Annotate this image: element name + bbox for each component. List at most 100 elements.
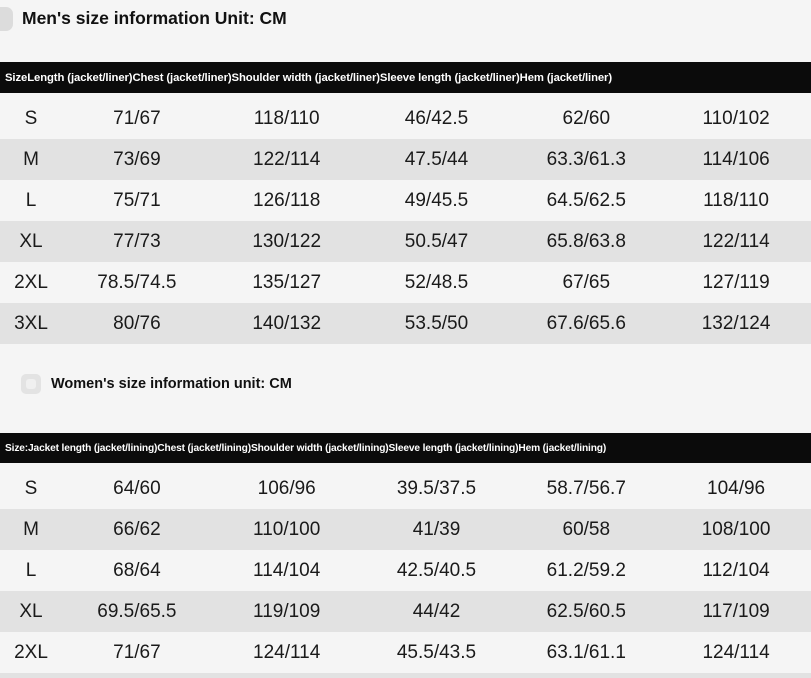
column-header: Sleeve length (jacket/lining) — [388, 442, 519, 454]
table-row: L 75/71 126/118 49/45.5 64.5/62.5 118/110 — [0, 180, 811, 221]
measurement-cell: 71/67 — [113, 107, 161, 129]
table-row: L 68/64 114/104 42.5/40.5 61.2/59.2 112/104 — [0, 550, 811, 591]
measurement-cell: 117/109 — [702, 600, 770, 622]
measurement-cell: 118/110 — [253, 107, 320, 129]
column-header: Shoulder width (jacket/liner) — [231, 71, 380, 84]
column-header: Sleeve length (jacket/liner) — [379, 71, 520, 84]
measurement-cell: 44/42 — [412, 600, 461, 622]
measurement-cell: 62.5/60.5 — [546, 600, 626, 622]
measurement-cell: 127/119 — [702, 271, 770, 293]
measurement-cell: 42.5/40.5 — [396, 559, 477, 581]
measurement-cell: 110/102 — [702, 107, 770, 129]
measurement-cell: 140/132 — [252, 312, 322, 334]
table-row: S 64/60 106/96 39.5/37.5 58.7/56.7 104/96 — [0, 468, 811, 509]
measurement-cell: 69.5/65.5 — [97, 600, 177, 622]
column-header: Size: — [5, 442, 29, 454]
women-table-body: S 64/60 106/96 39.5/37.5 58.7/56.7 104/96 M 66/… — [0, 468, 811, 678]
measurement-cell: 60/58 — [562, 518, 611, 540]
measurement-cell: 45.5/43.5 — [396, 641, 477, 663]
column-header: Size — [5, 71, 28, 84]
measurement-cell: 106/96 — [257, 477, 316, 499]
measurement-cell: 108/100 — [701, 518, 771, 540]
measurement-cell: 68/64 — [113, 559, 161, 581]
table-row: M 73/69 122/114 47.5/44 63.3/61.3 114/106 — [0, 139, 811, 180]
women-size-table: Size: Jacket length (jacket/lining) Ches… — [0, 433, 811, 678]
men-size-title: Men's size information Unit: CM — [22, 8, 287, 28]
size-label: 2XL — [14, 641, 48, 663]
table-row: 3XL 80/76 140/132 53.5/50 67.6/65.6 132/124 — [0, 303, 811, 344]
column-header: Chest (jacket/lining) — [157, 442, 251, 454]
measurement-cell: 77/73 — [113, 230, 161, 252]
size-label: S — [24, 107, 38, 129]
table-row: M 66/62 110/100 41/39 60/58 108/100 — [0, 509, 811, 550]
column-header: Chest (jacket/liner) — [132, 71, 232, 84]
measurement-cell: 104/96 — [707, 477, 766, 499]
table-row: 2XL 78.5/74.5 135/127 52/48.5 67/65 127/119 — [0, 262, 811, 303]
measurement-cell: 67/65 — [562, 271, 611, 293]
placeholder-inner-shape — [26, 379, 36, 389]
size-label: S — [24, 477, 38, 499]
measurement-cell: 78.5/74.5 — [97, 271, 177, 293]
measurement-cell: 39.5/37.5 — [396, 477, 477, 499]
measurement-cell: 46/42.5 — [404, 107, 469, 129]
measurement-cell: 122/114 — [253, 148, 321, 170]
measurement-cell: 80/76 — [113, 312, 161, 334]
measurement-cell: 63.1/61.1 — [546, 641, 626, 663]
size-label: 2XL — [14, 271, 48, 293]
measurement-cell: 58.7/56.7 — [546, 477, 626, 499]
men-size-table: Size Length (jacket/liner) Chest (jacket… — [0, 62, 811, 344]
column-header: Length (jacket/liner) — [27, 71, 133, 84]
table-row: XL 77/73 130/122 50.5/47 65.8/63.8 122/114 — [0, 221, 811, 262]
measurement-cell: 61.2/59.2 — [546, 559, 626, 581]
column-header: Shoulder width (jacket/lining) — [250, 442, 389, 454]
column-header: Jacket length (jacket/lining) — [28, 442, 158, 454]
measurement-cell: 110/100 — [253, 518, 321, 540]
measurement-cell: 119/109 — [253, 600, 321, 622]
women-table-header: Size: Jacket length (jacket/lining) Ches… — [0, 433, 811, 463]
measurement-cell: 63.3/61.3 — [546, 148, 626, 170]
measurement-cell: 64/60 — [113, 477, 161, 499]
size-label: L — [25, 189, 37, 211]
measurement-cell: 126/118 — [253, 189, 321, 211]
table-row: S 71/67 118/110 46/42.5 62/60 110/102 — [0, 98, 811, 139]
measurement-cell: 132/124 — [701, 312, 771, 334]
measurement-cell: 130/122 — [252, 230, 322, 252]
size-label: M — [23, 518, 39, 540]
measurement-cell: 67.6/65.6 — [546, 312, 626, 334]
measurement-cell: 52/48.5 — [404, 271, 469, 293]
size-label: L — [25, 559, 37, 581]
column-header: Hem (jacket/lining) — [518, 442, 607, 454]
measurement-cell: 75/71 — [113, 189, 161, 211]
measurement-cell: 114/104 — [253, 559, 321, 581]
table-row: 2XL 71/67 124/114 45.5/43.5 63.1/61.1 124/114 — [0, 632, 811, 673]
measurement-cell: 66/62 — [113, 518, 161, 540]
women-section-heading: Women's size information unit: CM — [21, 371, 811, 397]
measurement-cell: 73/69 — [113, 148, 161, 170]
measurement-cell: 118/110 — [703, 189, 770, 211]
measurement-cell: 135/127 — [252, 271, 322, 293]
measurement-cell: 71/67 — [113, 641, 161, 663]
measurement-cell: 47.5/44 — [404, 148, 469, 170]
measurement-cell: 49/45.5 — [404, 189, 469, 211]
size-label: 3XL — [14, 312, 48, 334]
measurement-cell: 62/60 — [562, 107, 611, 129]
size-label: XL — [19, 600, 43, 622]
table-row: XL 69.5/65.5 119/109 44/42 62.5/60.5 117/109 — [0, 591, 811, 632]
men-table-body: S 71/67 118/110 46/42.5 62/60 110/102 M 73/69 12… — [0, 98, 811, 344]
measurement-cell: 50.5/47 — [404, 230, 469, 252]
column-header: Hem (jacket/liner) — [519, 71, 613, 84]
image-placeholder-icon — [21, 374, 41, 394]
measurement-cell: 53.5/50 — [404, 312, 469, 334]
size-label: M — [23, 148, 39, 170]
measurement-cell: 65.8/63.8 — [546, 230, 626, 252]
measurement-cell: 122/114 — [702, 230, 770, 252]
women-size-title: Women's size information unit: CM — [51, 376, 292, 392]
measurement-cell: 124/114 — [253, 641, 321, 663]
measurement-cell: 64.5/62.5 — [546, 189, 626, 211]
image-placeholder-icon — [0, 7, 13, 31]
measurement-cell: 112/104 — [702, 559, 770, 581]
measurement-cell: 114/106 — [702, 148, 770, 170]
size-label: XL — [19, 230, 43, 252]
men-table-header: Size Length (jacket/liner) Chest (jacket… — [0, 62, 811, 93]
measurement-cell: 41/39 — [412, 518, 461, 540]
